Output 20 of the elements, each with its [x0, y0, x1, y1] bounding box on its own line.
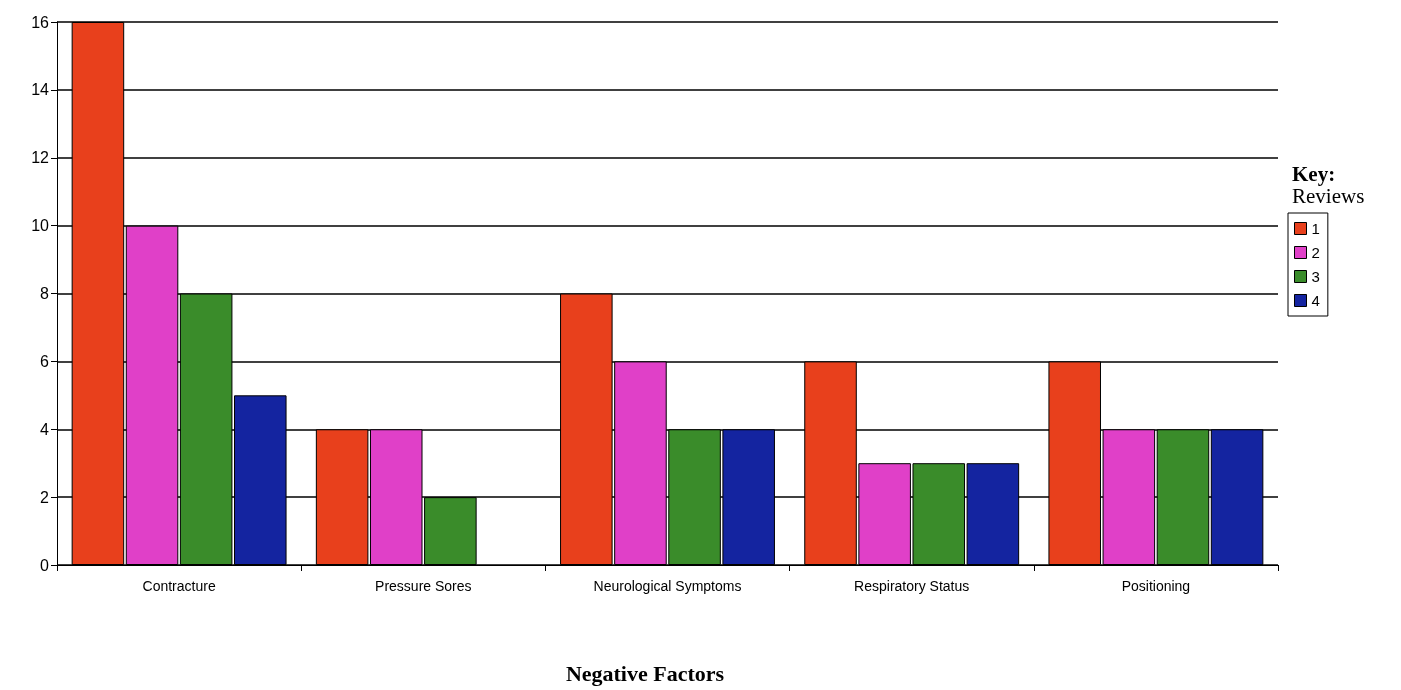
x-axis-title: Negative Factors — [565, 660, 725, 686]
y-tick-label: 14 — [31, 81, 50, 99]
x-tick-label: Respiratory Status — [854, 578, 970, 594]
y-tick-label: 2 — [40, 488, 50, 506]
legend-label: 4 — [1311, 292, 1320, 309]
x-tick-label: Neurological Symptoms — [593, 578, 742, 594]
y-tick-label: 12 — [31, 149, 50, 167]
legend-label: 2 — [1311, 244, 1320, 261]
legend-label: 3 — [1311, 268, 1320, 285]
x-tick-label: Contracture — [142, 578, 216, 594]
y-tick-label: 4 — [40, 420, 50, 438]
y-tick-label: 10 — [31, 217, 50, 235]
y-tick-label: 0 — [40, 556, 50, 574]
legend-label: 1 — [1311, 220, 1320, 237]
y-tick-label: 8 — [40, 285, 50, 302]
x-tick-label: Positioning — [1121, 578, 1191, 594]
text: Key: — [1292, 161, 1336, 186]
y-tick-label: 16 — [31, 13, 50, 31]
y-tick-label: 6 — [40, 352, 50, 370]
x-tick-label: Pressure Sores — [375, 578, 472, 594]
